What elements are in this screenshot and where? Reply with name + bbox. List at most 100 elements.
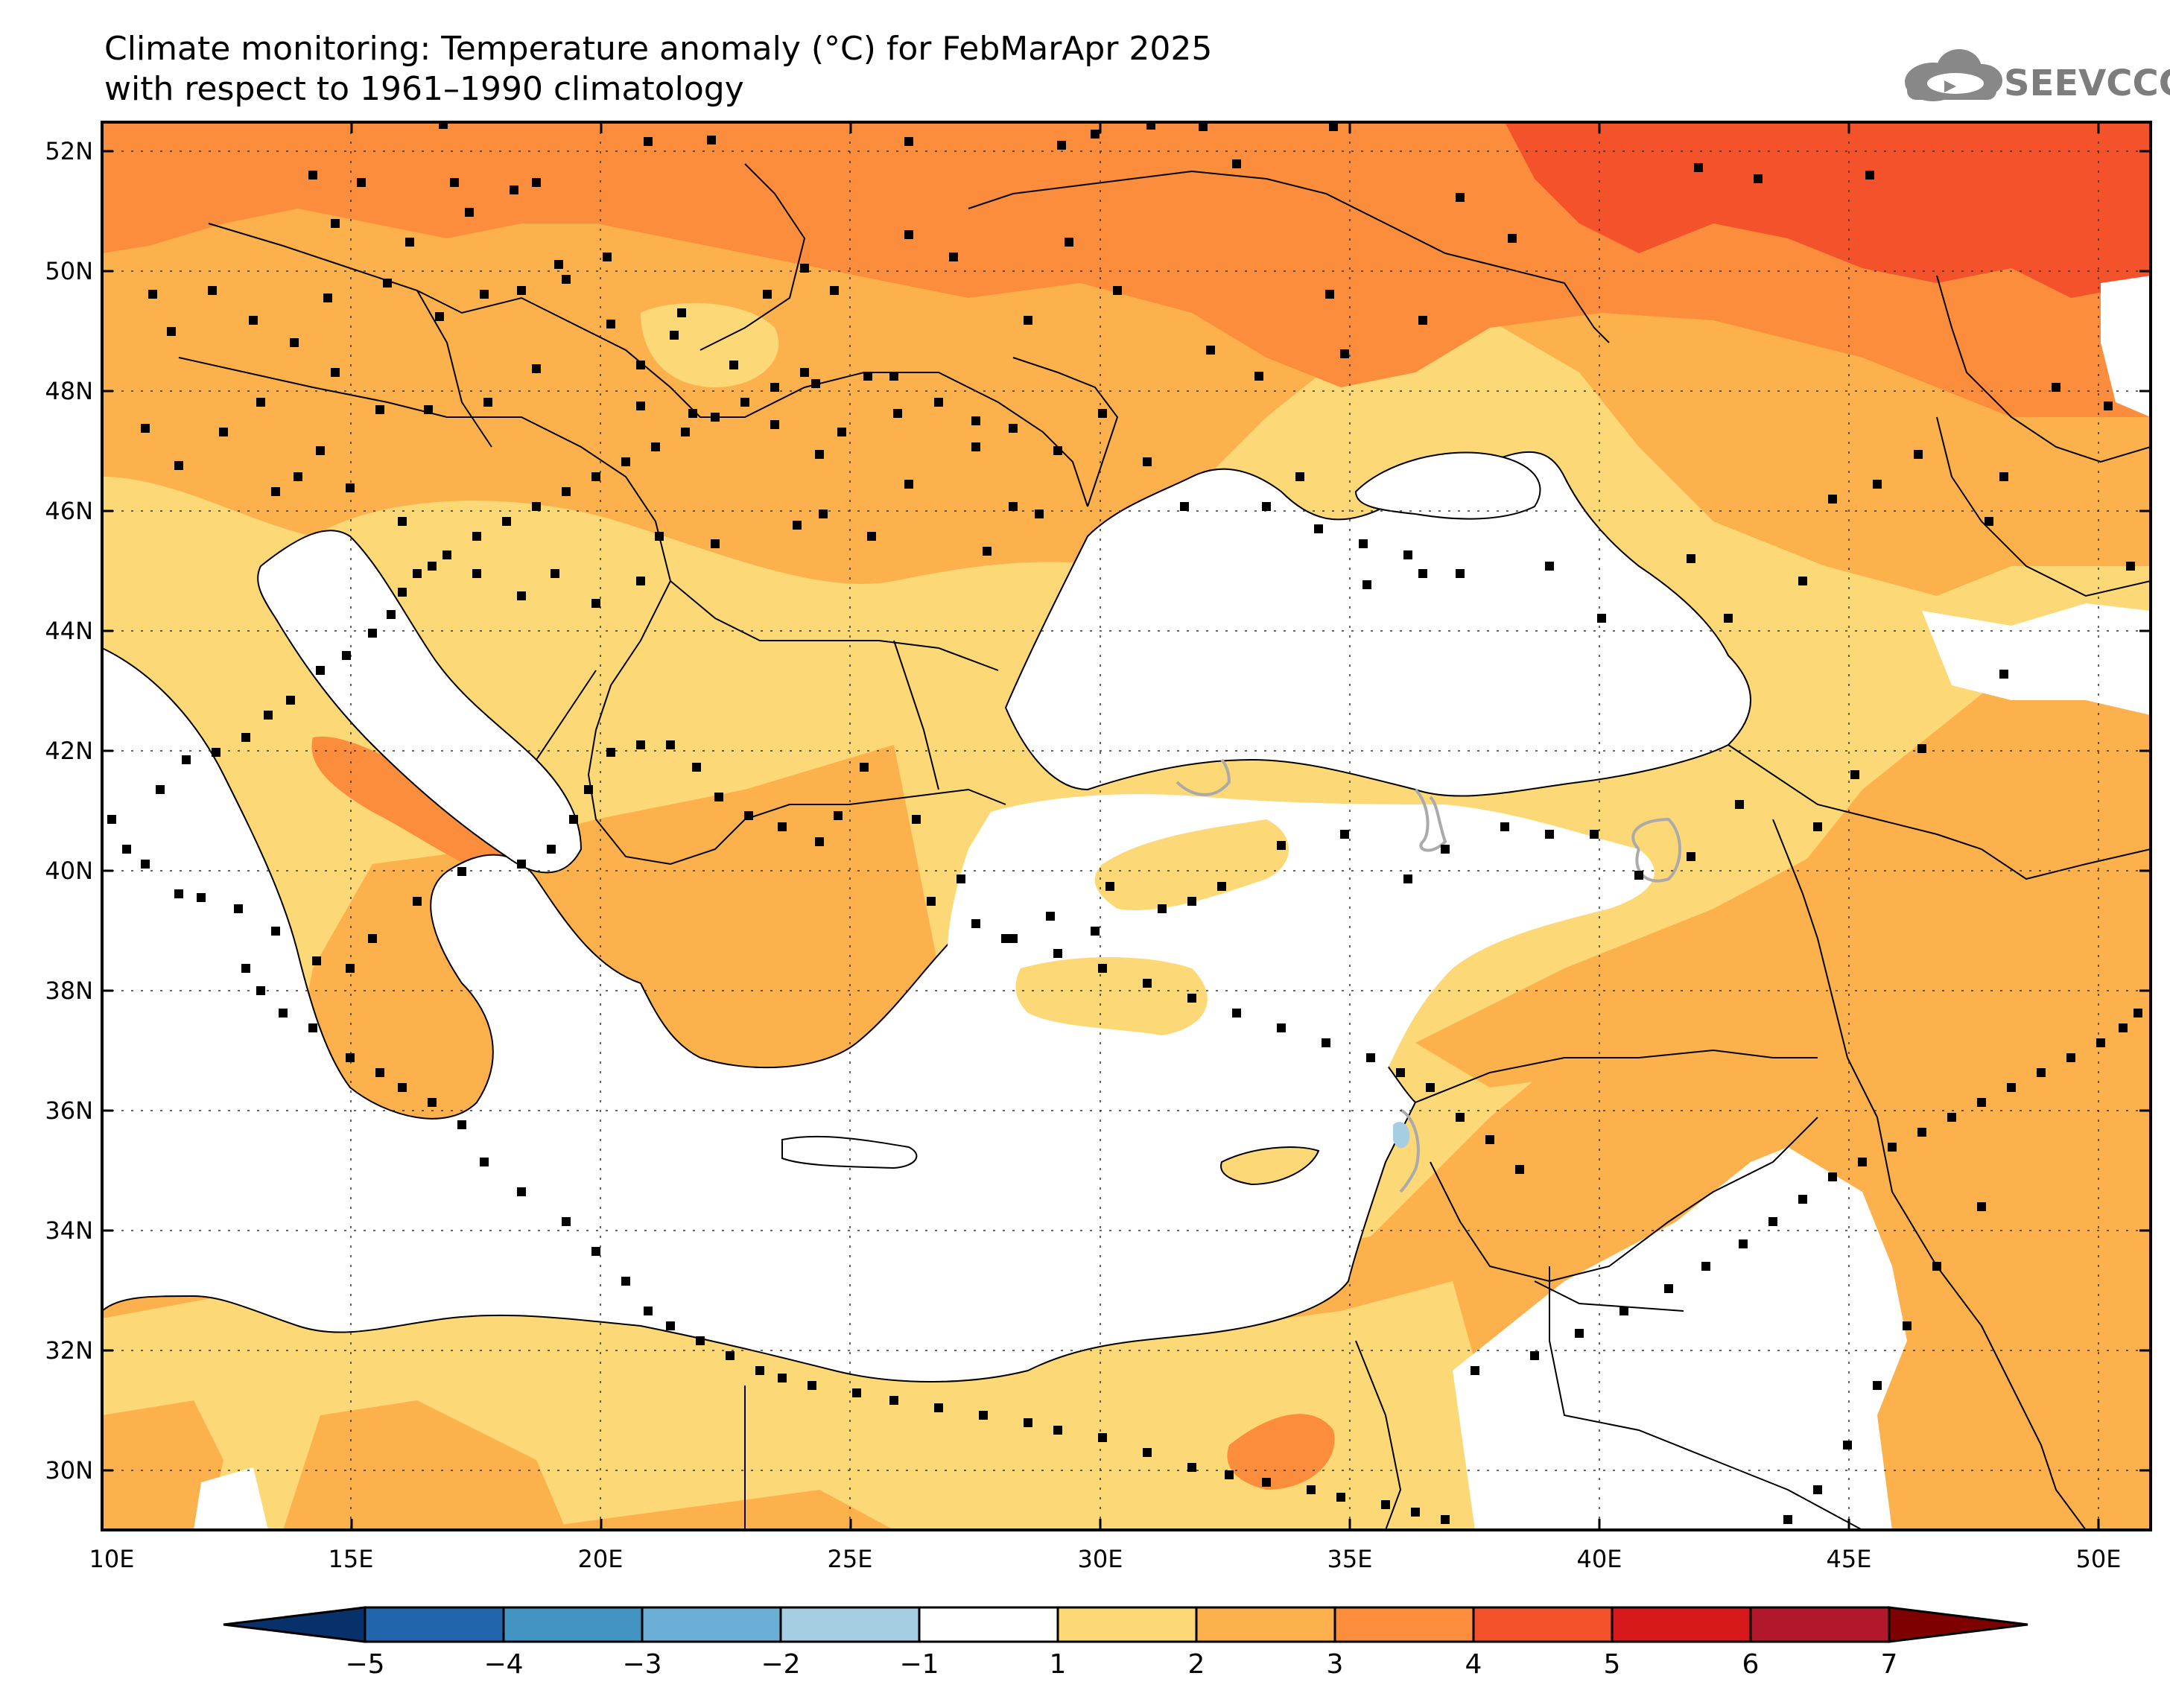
cyprus-island bbox=[1220, 1146, 1320, 1186]
station-marker bbox=[1701, 1262, 1710, 1271]
station-marker bbox=[651, 442, 660, 451]
anomaly-zone-4-5 bbox=[1505, 122, 2151, 298]
station-marker bbox=[1798, 1195, 1807, 1204]
anomaly-zone-3-4 bbox=[1227, 1414, 1335, 1490]
longitude-labels: 10E 15E 20E 25E 30E 35E 40E 45E 50E bbox=[89, 1545, 2122, 1573]
station-marker bbox=[383, 279, 392, 288]
station-marker bbox=[1828, 495, 1837, 504]
country-borders bbox=[178, 163, 2151, 1530]
station-marker bbox=[808, 1381, 816, 1390]
colorbar-label: −1 bbox=[899, 1649, 939, 1680]
station-marker bbox=[1098, 1433, 1107, 1442]
station-marker bbox=[480, 290, 489, 299]
lon-label: 40E bbox=[1577, 1545, 1622, 1573]
station-marker bbox=[346, 1053, 355, 1062]
station-marker bbox=[465, 208, 474, 217]
station-marker bbox=[1441, 845, 1450, 854]
graticule bbox=[102, 122, 2151, 1530]
station-marker bbox=[241, 733, 250, 742]
station-marker bbox=[815, 450, 824, 459]
anomaly-zone-neutral bbox=[194, 1467, 268, 1530]
station-marker bbox=[714, 793, 723, 801]
colorbar-arrow-high bbox=[1888, 1606, 2028, 1643]
crete-island bbox=[781, 1135, 918, 1169]
station-marker bbox=[375, 405, 384, 414]
colorbar-label: 3 bbox=[1327, 1649, 1344, 1680]
station-marker bbox=[912, 815, 921, 824]
station-marker bbox=[346, 964, 355, 973]
station-marker bbox=[1254, 372, 1263, 381]
station-marker bbox=[1739, 1239, 1748, 1248]
station-marker bbox=[696, 1336, 705, 1345]
station-marker bbox=[591, 472, 600, 481]
station-marker bbox=[1597, 614, 1606, 623]
station-marker bbox=[368, 934, 377, 943]
station-marker bbox=[1768, 1217, 1777, 1226]
station-marker bbox=[197, 893, 206, 902]
station-marker bbox=[1508, 234, 1517, 243]
station-marker bbox=[819, 509, 828, 518]
station-marker bbox=[1362, 580, 1371, 589]
station-marker bbox=[1687, 554, 1695, 563]
station-marker bbox=[1634, 871, 1643, 880]
lon-label: 25E bbox=[828, 1545, 873, 1573]
station-marker bbox=[1903, 1321, 1912, 1330]
station-marker bbox=[837, 428, 846, 436]
station-marker bbox=[428, 562, 437, 571]
station-marker bbox=[1798, 577, 1807, 585]
station-marker bbox=[584, 785, 593, 794]
station-marker bbox=[934, 398, 943, 407]
station-marker bbox=[1456, 1113, 1465, 1122]
colorbar-swatch bbox=[918, 1606, 1059, 1643]
station-marker bbox=[346, 483, 355, 492]
station-marker bbox=[1105, 882, 1114, 891]
station-markers bbox=[107, 122, 2142, 1524]
station-marker bbox=[1336, 1493, 1345, 1502]
lat-label: 30N bbox=[45, 1456, 93, 1485]
station-marker bbox=[655, 532, 664, 541]
station-marker bbox=[621, 457, 630, 466]
colorbar-label: 5 bbox=[1604, 1649, 1621, 1680]
station-marker bbox=[1917, 744, 1926, 753]
station-marker bbox=[815, 837, 824, 846]
station-marker bbox=[308, 171, 317, 180]
lat-label: 50N bbox=[45, 257, 93, 285]
station-marker bbox=[167, 327, 176, 336]
station-marker bbox=[707, 136, 716, 145]
station-marker bbox=[1687, 852, 1695, 861]
colorbar-swatch bbox=[364, 1606, 505, 1643]
station-marker bbox=[331, 219, 340, 228]
station-marker bbox=[1225, 1470, 1234, 1479]
colorbar-swatch bbox=[1472, 1606, 1614, 1643]
lat-label: 46N bbox=[45, 497, 93, 525]
colorbar-arrow-low bbox=[223, 1606, 367, 1643]
station-marker bbox=[249, 316, 258, 325]
station-marker bbox=[286, 696, 295, 705]
station-marker bbox=[1858, 1158, 1867, 1166]
station-marker bbox=[234, 904, 243, 913]
station-marker bbox=[1065, 238, 1073, 247]
station-marker bbox=[1664, 1284, 1673, 1293]
colorbar-swatch bbox=[502, 1606, 644, 1643]
station-marker bbox=[1873, 480, 1882, 489]
station-marker bbox=[308, 1023, 317, 1032]
anomaly-zone-2-3 bbox=[1415, 745, 2151, 1530]
station-marker bbox=[562, 1217, 571, 1226]
station-marker bbox=[2119, 1023, 2128, 1032]
station-marker bbox=[1232, 1009, 1241, 1018]
station-marker bbox=[971, 442, 980, 451]
station-marker bbox=[636, 361, 645, 369]
lat-label: 44N bbox=[45, 617, 93, 645]
station-marker bbox=[778, 822, 787, 831]
station-marker bbox=[1009, 424, 1018, 433]
station-marker bbox=[1098, 964, 1107, 973]
station-marker bbox=[1143, 979, 1152, 988]
station-marker bbox=[502, 517, 511, 526]
map-title-line1: Climate monitoring: Temperature anomaly … bbox=[104, 30, 1212, 68]
station-marker bbox=[949, 253, 958, 261]
colorbar-swatch bbox=[1611, 1606, 1752, 1643]
station-marker bbox=[1187, 1463, 1196, 1472]
station-marker bbox=[793, 521, 802, 530]
lon-label: 45E bbox=[1827, 1545, 1872, 1573]
station-marker bbox=[1545, 562, 1554, 571]
